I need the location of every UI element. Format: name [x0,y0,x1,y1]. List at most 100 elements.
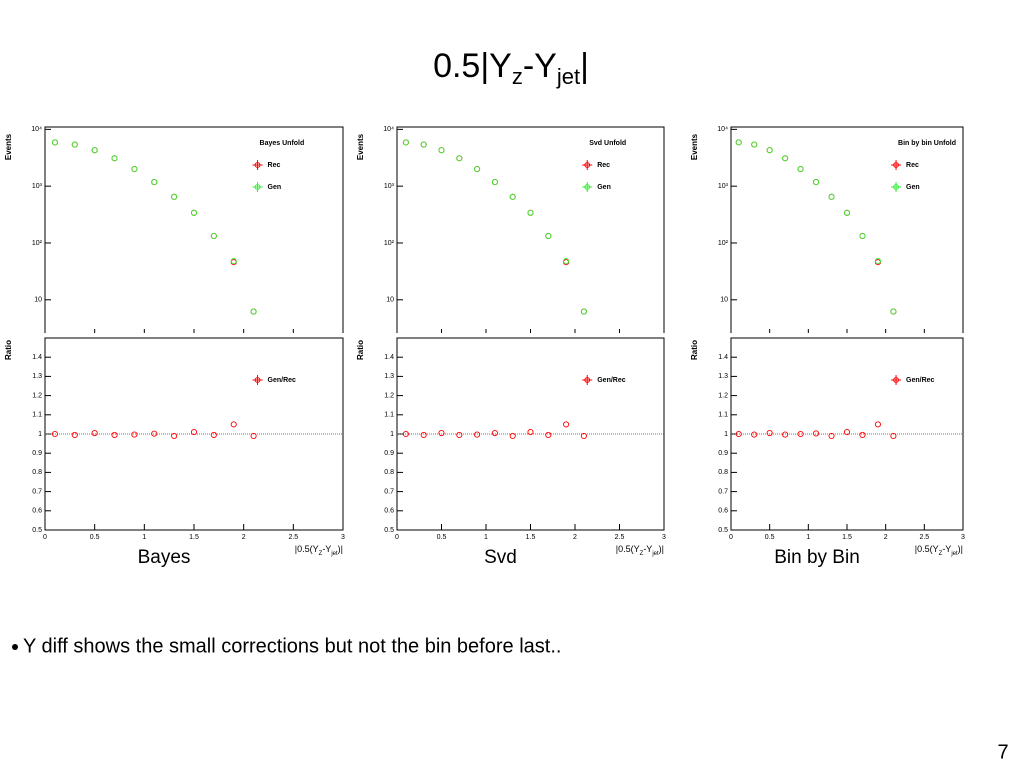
data-point [797,430,804,438]
x-tick-label: 2 [573,534,577,541]
data-point [527,209,534,216]
data-point [474,166,481,173]
data-point [735,430,742,438]
x-axis-label-part: |0.5(Y [295,544,319,554]
y-tick-label: 10 [720,297,728,304]
data-point [51,430,58,438]
data-point [210,232,217,239]
legend-marker [584,377,591,383]
x-tick-label: 2 [884,534,888,541]
data-point [874,258,881,265]
y-tick-label: 1.1 [384,412,394,419]
x-tick-label: 1.5 [842,534,852,541]
legend-label: Rec [597,162,610,169]
x-axis-label-part: -Y [643,544,652,554]
y-tick-label: 1 [724,431,728,438]
legend-label: Gen/Rec [597,377,626,384]
data-point [580,308,587,315]
data-point [843,209,851,216]
x-tick-label: 1.5 [189,534,199,541]
x-tick-label: 1 [806,534,810,541]
y-tick-label: 0.6 [718,508,728,515]
data-point [527,429,534,436]
data-point [420,141,427,148]
data-point [230,421,237,428]
y-tick-label: 1.2 [32,392,42,399]
data-point [580,432,587,439]
panel-background [357,122,669,340]
x-axis-label-part: Z [319,551,323,557]
y-tick-label: 0.5 [384,527,394,534]
y-tick-label: 1.3 [384,373,394,380]
x-tick-label: 2.5 [919,534,929,541]
panel-caption: Svd [484,547,517,568]
data-point [210,431,217,439]
legend-label: Gen/Rec [906,377,935,384]
legend-label: Gen [906,184,920,191]
data-point [491,429,498,437]
data-point [438,429,445,437]
data-point [766,429,773,437]
data-point [91,429,98,437]
data-point [250,308,257,315]
data-point [171,432,178,439]
x-axis-label-part: jet [651,551,659,557]
data-point [71,431,78,439]
data-point [797,166,804,173]
legend-label: Gen [597,184,611,191]
data-point [563,421,570,428]
page-number: 7 [997,741,1008,763]
y-axis-label: Events [690,133,699,160]
bullet-dot [12,644,18,650]
data-point [190,209,198,216]
y-tick-label: 0.7 [32,488,42,495]
data-point [111,155,118,162]
x-axis-label-part: -Y [322,544,331,554]
y-tick-label: 10³ [32,183,43,190]
y-tick-label: 0.8 [384,469,394,476]
x-tick-label: 0 [729,534,733,541]
y-axis-label: Ratio [690,340,699,360]
y-tick-label: 1 [38,431,42,438]
x-axis-label: |0.5(YZ-Yjet)| [915,544,963,556]
data-point [782,155,789,162]
y-axis-label: Ratio [4,340,13,360]
y-tick-label: 1.1 [718,412,728,419]
y-tick-label: 0.6 [384,508,394,515]
data-point [51,139,58,146]
legend-title: Svd Unfold [589,140,626,147]
data-point [456,155,463,162]
data-point [813,430,820,437]
y-tick-label: 10³ [718,183,729,190]
y-axis-label: Events [4,133,13,160]
panel-background [5,122,348,340]
data-point [843,429,851,436]
y-tick-label: 1.1 [32,412,42,419]
data-point [545,431,552,439]
data-point [131,431,138,438]
y-tick-label: 0.9 [718,450,728,457]
legend-marker [254,184,261,190]
data-point [859,431,866,439]
data-point [91,147,98,154]
x-axis-label-part: )| [958,544,963,554]
y-tick-label: 1.4 [384,354,394,361]
legend-label: Rec [268,162,281,169]
y-tick-label: 1.4 [718,354,728,361]
data-point [230,258,237,265]
y-tick-label: 0.5 [32,527,42,534]
data-point [874,421,881,428]
x-axis-label: |0.5(YZ-Yjet)| [295,544,343,556]
x-tick-label: 2.5 [615,534,625,541]
y-tick-label: 1.4 [32,354,42,361]
data-point [438,147,445,154]
y-tick-label: 0.9 [384,450,394,457]
legend-marker [893,377,899,383]
data-point [250,432,257,439]
x-axis-label-part: Z [939,551,943,557]
data-point [402,430,409,438]
y-tick-label: 0.8 [718,469,728,476]
x-tick-label: 0.5 [90,534,100,541]
x-axis-label-part: |0.5(Y [915,544,939,554]
